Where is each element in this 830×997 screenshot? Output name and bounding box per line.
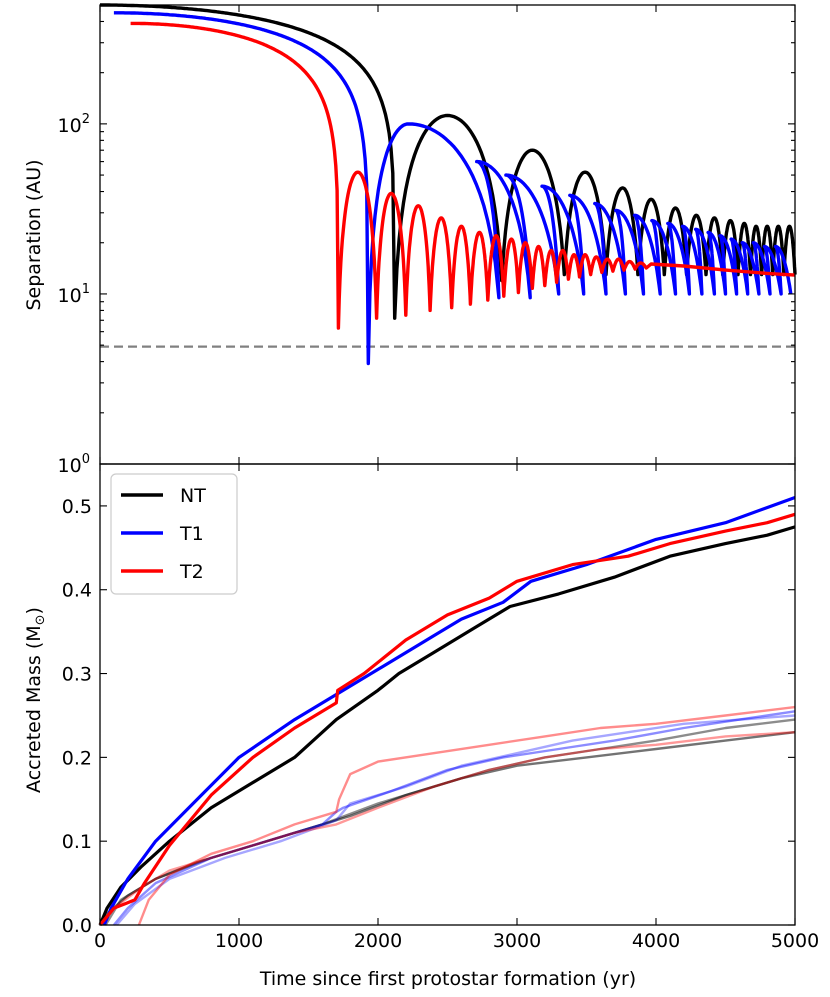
bottom-axes: 0 1000 2000 3000 4000 5000 0.0 0.1 0.2 0.3 0.4 0.5: [62, 463, 819, 952]
tick-exponent: 0: [82, 452, 90, 467]
mass-line-t2-primary: [137, 705, 796, 926]
legend-label-nt: NT: [180, 485, 206, 507]
top-y-axis-label: Separation (AU): [23, 159, 45, 310]
legend: NT T1 T2: [110, 473, 238, 595]
mass-line-t1-primary: [112, 710, 796, 926]
tick-base: 10: [58, 115, 82, 137]
mass-line-t1: [102, 495, 796, 926]
ylabel-main: Accreted Mass (M: [23, 625, 45, 793]
bottom-panel-accreted-mass: 0 1000 2000 3000 4000 50000.00.10.20.30.40.5 …: [23, 463, 819, 990]
y-tick-label: 0.0: [62, 915, 92, 937]
y-tick-label: 0.2: [62, 747, 92, 769]
x-tick-label: 2000: [354, 930, 402, 952]
tick-base: 10: [58, 455, 82, 477]
top-y-tick-label: 102: [58, 112, 90, 137]
mass-line-t2-secondary: [99, 731, 796, 926]
tick-base: 10: [58, 285, 82, 307]
separation-line-t2: [130, 21, 796, 330]
top-y-tick-label: 101: [58, 282, 90, 307]
ylabel-sub: ⊙: [33, 614, 48, 625]
top-plot-area: [100, 3, 797, 366]
separation-line-nt: [100, 3, 797, 320]
mass-line-t1-secondary: [115, 714, 796, 926]
y-tick-label: 0.4: [62, 580, 92, 602]
y-tick-label: 0.3: [62, 664, 92, 686]
x-axis-label: Time since first protostar formation (yr…: [259, 968, 636, 990]
bottom-axes-frame: [99, 463, 796, 926]
bottom-plot-area: [98, 495, 796, 927]
legend-label-t1: T1: [179, 523, 204, 545]
mass-line-nt-secondary: [104, 718, 796, 926]
top-y-tick-label: 100: [58, 452, 90, 477]
x-tick-label: 4000: [632, 930, 680, 952]
x-tick-label: 5000: [771, 930, 819, 952]
bottom-y-axis-label: Accreted Mass (M⊙): [23, 607, 48, 793]
x-tick-label: 1000: [215, 930, 263, 952]
mass-line-t2: [98, 512, 796, 927]
legend-label-t2: T2: [179, 561, 204, 583]
tick-exponent: 1: [82, 282, 90, 297]
mass-line-nt: [98, 525, 796, 926]
x-tick-label: 0: [94, 930, 106, 952]
separation-line-t1: [113, 11, 793, 366]
tick-exponent: 2: [82, 112, 90, 127]
mass-line-nt-primary: [98, 731, 796, 926]
legend-frame: [110, 473, 238, 595]
y-tick-label: 0.1: [62, 831, 92, 853]
ylabel-close: ): [23, 607, 45, 614]
x-tick-label: 3000: [493, 930, 541, 952]
y-tick-label: 0.5: [62, 496, 92, 518]
